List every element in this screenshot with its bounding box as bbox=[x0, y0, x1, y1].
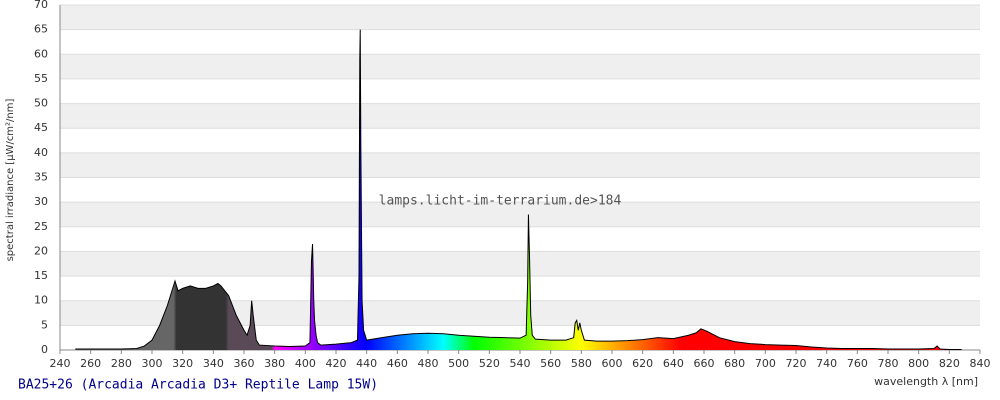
x-tick-label: 400 bbox=[295, 357, 316, 370]
y-tick-label: 5 bbox=[41, 318, 48, 331]
x-tick-label: 580 bbox=[571, 357, 592, 370]
x-tick-label: 560 bbox=[540, 357, 561, 370]
y-tick-label: 55 bbox=[34, 72, 48, 85]
grid-band bbox=[60, 5, 980, 30]
y-axis-label: spectral irradiance [µW/cm²/nm] bbox=[5, 98, 16, 261]
x-tick-label: 260 bbox=[80, 357, 101, 370]
grid-band bbox=[60, 251, 980, 277]
x-tick-label: 760 bbox=[847, 357, 868, 370]
x-tick-label: 300 bbox=[142, 357, 163, 370]
x-tick-label: 780 bbox=[878, 357, 899, 370]
x-tick-label: 500 bbox=[448, 357, 469, 370]
y-tick-label: 60 bbox=[34, 47, 48, 60]
y-tick-label: 50 bbox=[34, 97, 48, 110]
x-tick-label: 440 bbox=[356, 357, 377, 370]
grid-band bbox=[60, 103, 980, 129]
y-tick-label: 10 bbox=[34, 294, 48, 307]
x-axis-label: wavelength λ [nm] bbox=[874, 375, 978, 388]
x-tick-label: 840 bbox=[970, 357, 991, 370]
x-tick-label: 520 bbox=[479, 357, 500, 370]
x-tick-label: 820 bbox=[939, 357, 960, 370]
x-tick-label: 540 bbox=[510, 357, 531, 370]
y-tick-label: 30 bbox=[34, 195, 48, 208]
y-tick-label: 25 bbox=[34, 220, 48, 233]
y-tick-label: 65 bbox=[34, 23, 48, 36]
x-tick-label: 420 bbox=[326, 357, 347, 370]
annotation: lamps.licht-im-terrarium.de>184 bbox=[379, 194, 622, 209]
grid-band bbox=[60, 54, 980, 79]
x-tick-label: 320 bbox=[172, 357, 193, 370]
x-tick-label: 360 bbox=[234, 357, 255, 370]
x-tick-label: 720 bbox=[786, 357, 807, 370]
x-tick-label: 240 bbox=[50, 357, 71, 370]
x-tick-label: 740 bbox=[816, 357, 837, 370]
x-tick-label: 380 bbox=[264, 357, 285, 370]
x-tick-label: 280 bbox=[111, 357, 132, 370]
chart-title: BA25+26 (Arcadia Arcadia D3+ Reptile Lam… bbox=[18, 378, 378, 393]
x-tick-label: 340 bbox=[203, 357, 224, 370]
y-tick-label: 0 bbox=[41, 343, 48, 356]
x-tick-label: 660 bbox=[694, 357, 715, 370]
x-tick-label: 640 bbox=[663, 357, 684, 370]
y-tick-label: 45 bbox=[34, 121, 48, 134]
grid-band bbox=[60, 202, 980, 227]
x-tick-label: 480 bbox=[418, 357, 439, 370]
y-tick-label: 70 bbox=[34, 0, 48, 11]
y-tick-label: 20 bbox=[34, 244, 48, 257]
spectrum-area bbox=[75, 29, 962, 350]
x-tick-label: 600 bbox=[602, 357, 623, 370]
y-tick-label: 15 bbox=[34, 269, 48, 282]
y-tick-label: 40 bbox=[34, 146, 48, 159]
grid-band bbox=[60, 152, 980, 178]
x-tick-label: 680 bbox=[724, 357, 745, 370]
x-tick-label: 460 bbox=[387, 357, 408, 370]
x-tick-label: 700 bbox=[755, 357, 776, 370]
x-tick-label: 620 bbox=[632, 357, 653, 370]
y-tick-label: 35 bbox=[34, 171, 48, 184]
spectrum-line bbox=[75, 29, 962, 351]
x-tick-label: 800 bbox=[908, 357, 929, 370]
